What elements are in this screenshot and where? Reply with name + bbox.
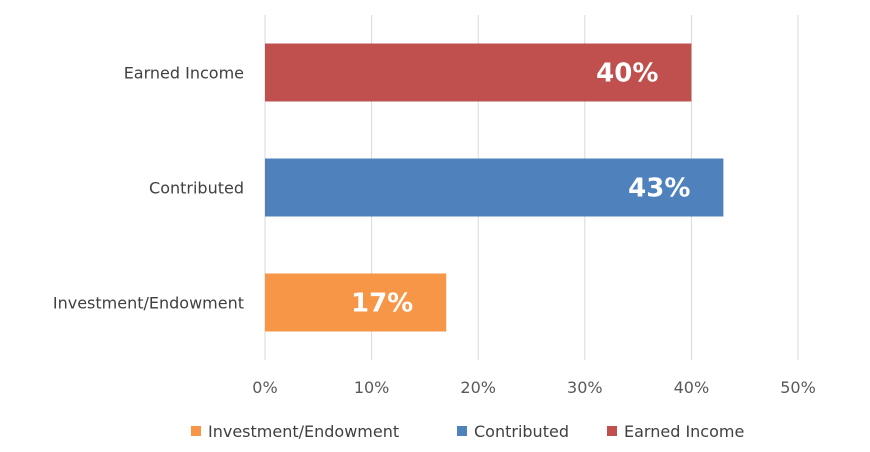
x-tick-label: 40% — [674, 378, 710, 397]
bar — [265, 43, 692, 102]
legend-label: Earned Income — [624, 422, 744, 441]
category-labels: Earned Income Contributed Investment/Endow… — [53, 64, 244, 313]
legend-item: Contributed — [457, 422, 569, 441]
x-axis-tick-labels: 0% 10% 20% 30% 40% 50% — [252, 378, 815, 397]
bar — [265, 158, 724, 217]
legend-swatch — [607, 426, 617, 436]
legend-label: Investment/Endowment — [208, 422, 399, 441]
x-tick-label: 30% — [567, 378, 603, 397]
x-tick-label: 20% — [460, 378, 496, 397]
legend-label: Contributed — [474, 422, 569, 441]
data-label: 43% — [628, 174, 690, 204]
legend-swatch — [457, 426, 467, 436]
x-tick-label: 10% — [354, 378, 390, 397]
x-tick-label: 50% — [780, 378, 816, 397]
legend-item: Earned Income — [607, 422, 744, 441]
category-label: Investment/Endowment — [53, 294, 244, 313]
bars: 40% 43% 17% — [265, 43, 724, 332]
category-label: Contributed — [149, 179, 244, 198]
legend: Investment/Endowment Contributed Earned In… — [191, 422, 744, 441]
bar — [265, 273, 447, 332]
data-label: 40% — [596, 59, 658, 89]
legend-item: Investment/Endowment — [191, 422, 399, 441]
data-label: 17% — [351, 289, 413, 319]
x-tick-label: 0% — [252, 378, 277, 397]
category-label: Earned Income — [124, 64, 244, 83]
legend-swatch — [191, 426, 201, 436]
